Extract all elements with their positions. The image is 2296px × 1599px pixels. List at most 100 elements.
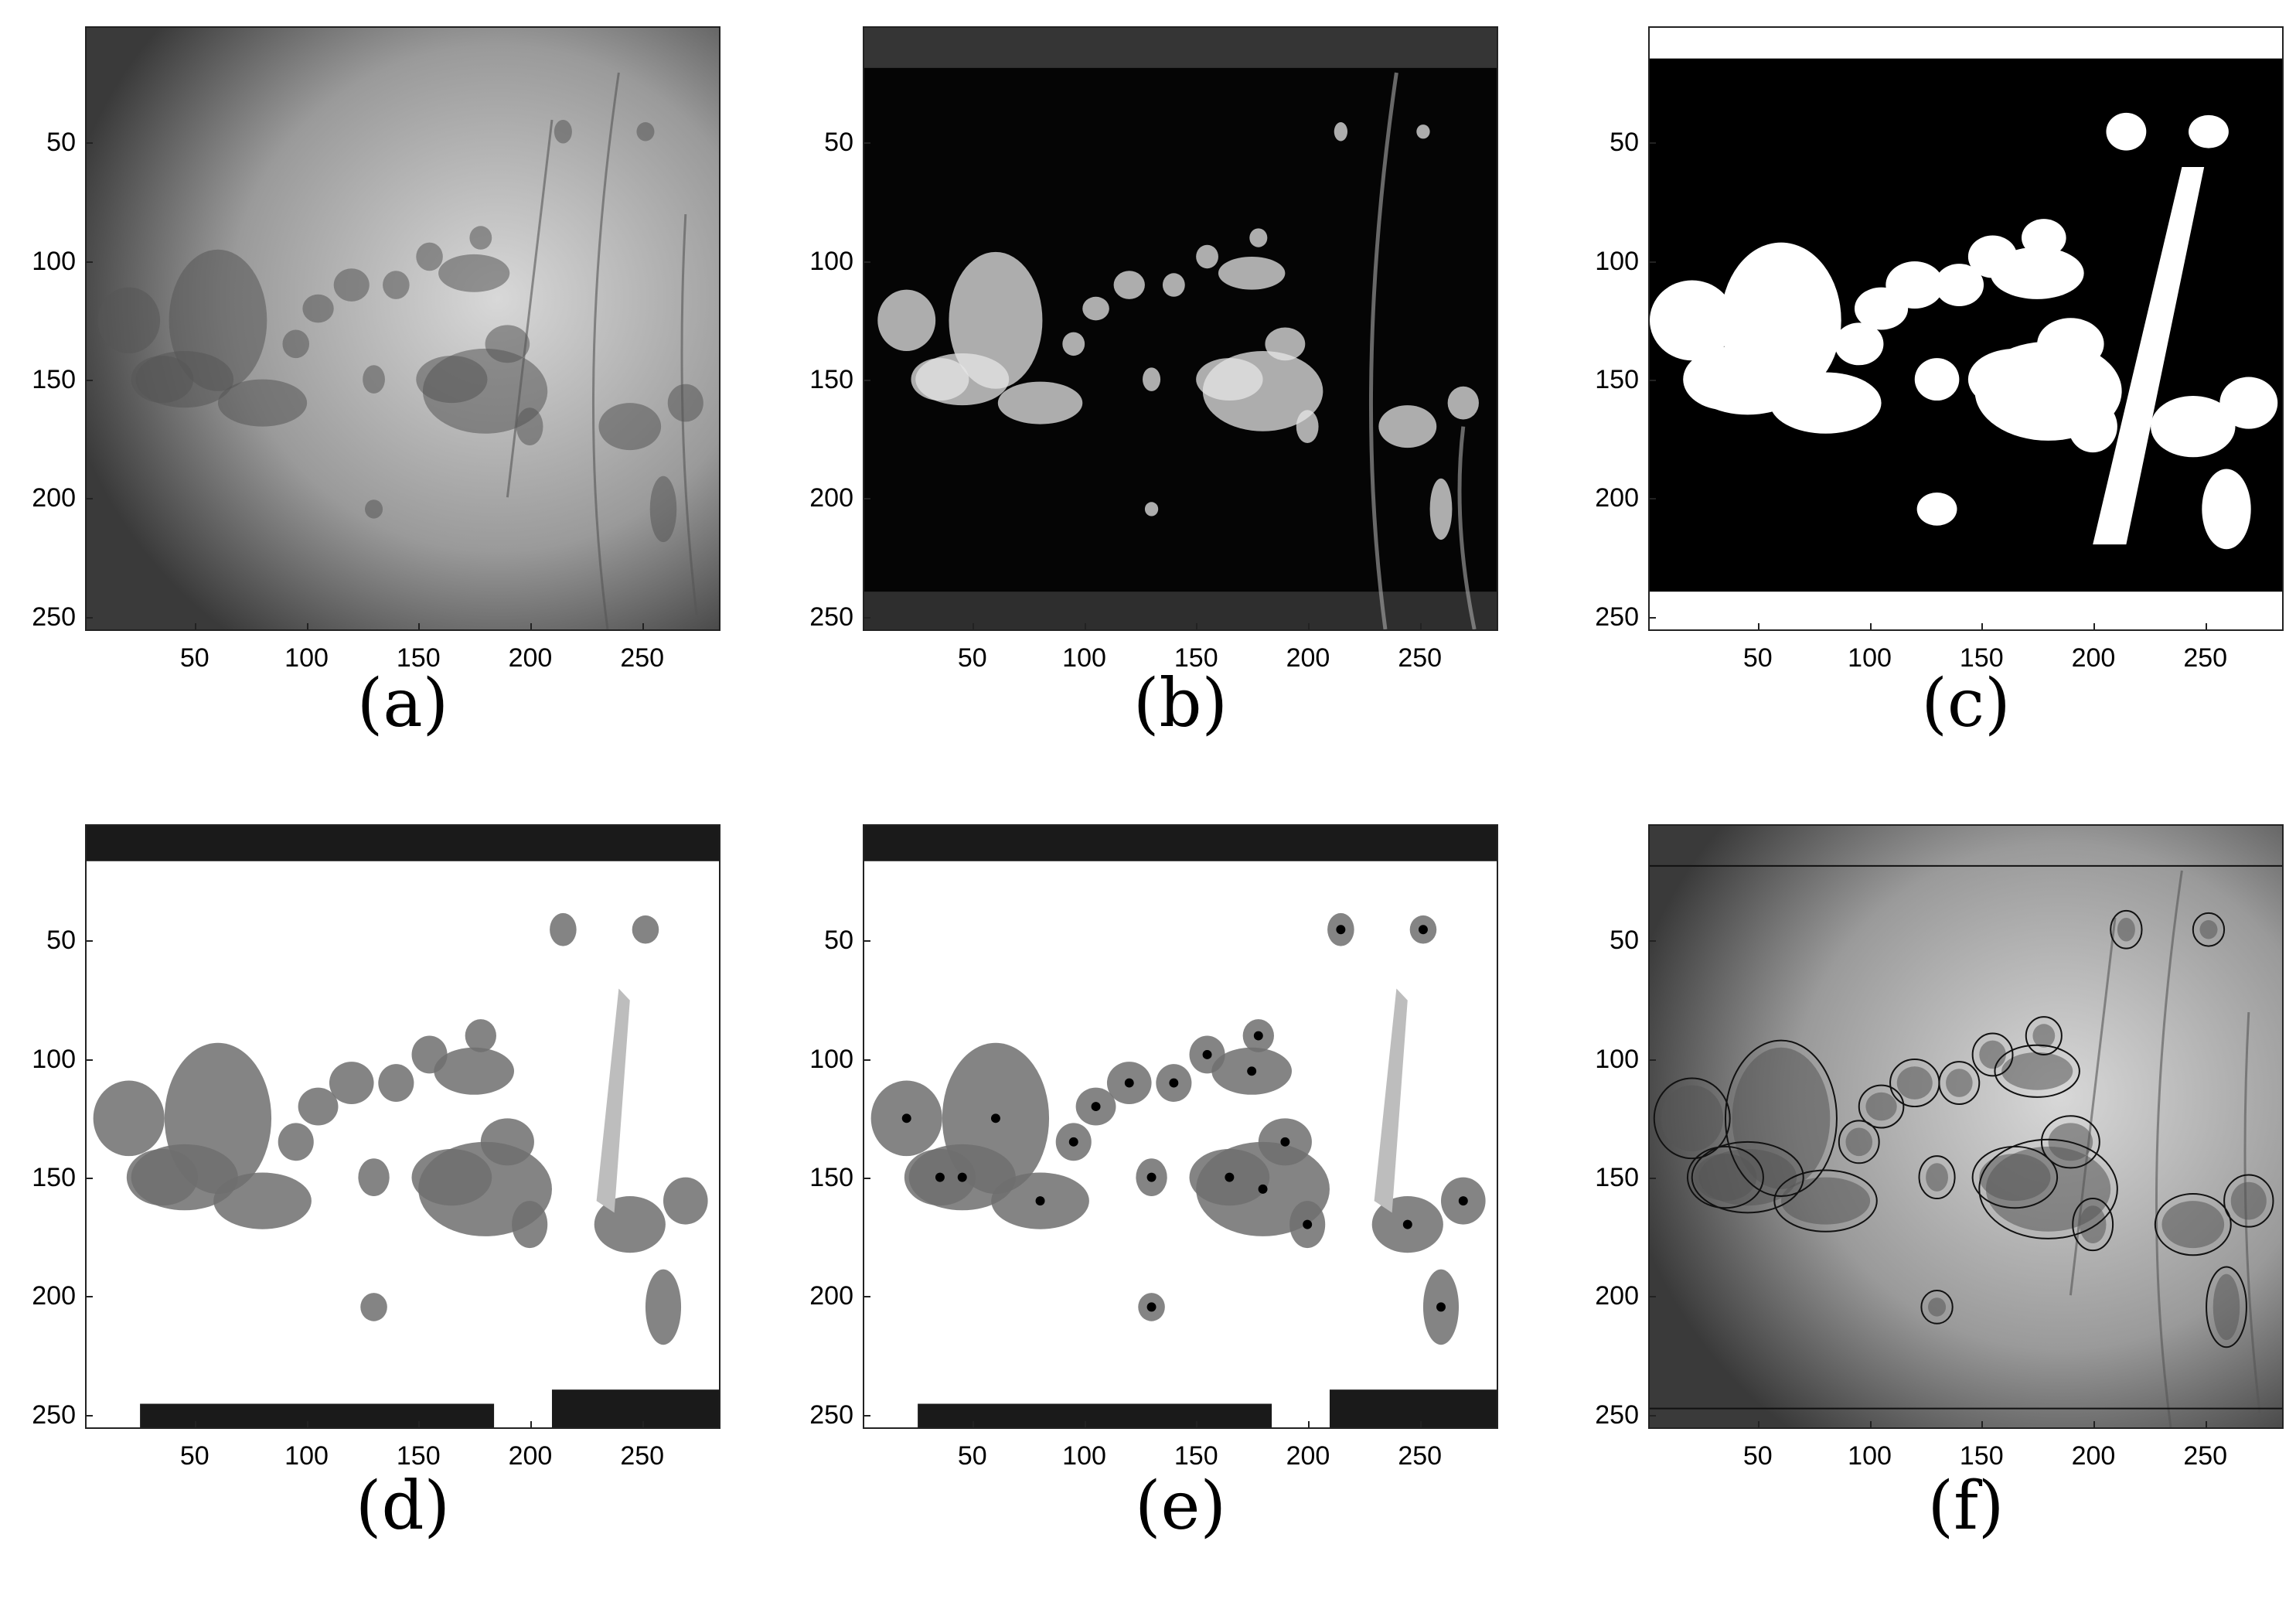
x-tick-label: 150 (396, 1441, 441, 1471)
lesion-spot (1661, 1085, 1724, 1152)
masked-border (1329, 1389, 1497, 1427)
x-tick-mark (972, 1421, 974, 1429)
region-contour (1918, 1155, 1956, 1200)
y-tick-label: 100 (1595, 246, 1639, 276)
masked-border (87, 826, 719, 861)
mask-region (2093, 167, 2205, 545)
candidate-region (278, 1123, 314, 1161)
y-tick-label: 200 (32, 483, 76, 513)
lesion-spot (649, 476, 677, 543)
y-tick-label: 50 (46, 128, 76, 158)
y-tick-mark (863, 616, 870, 619)
candidate-region (512, 1201, 548, 1249)
vessel (2155, 870, 2183, 1427)
vessel (592, 72, 620, 629)
y-tick-mark (85, 940, 93, 943)
lesion-response (877, 289, 936, 351)
x-tick-mark (1869, 1421, 1872, 1429)
x-tick-mark (972, 623, 974, 631)
seed-point (1068, 1137, 1078, 1147)
x-tick-label: 200 (1286, 643, 1330, 673)
lesion-spot (416, 356, 488, 404)
region-contour (1691, 1140, 1804, 1214)
panel-caption-b: (b) (1133, 665, 1228, 742)
vessel-response (1457, 426, 1477, 629)
masked-border (551, 1389, 719, 1427)
mask-region (2151, 395, 2236, 458)
lesion-spot (516, 407, 543, 446)
image-b (864, 28, 1497, 629)
y-tick-label: 150 (32, 1162, 76, 1192)
x-tick-label: 100 (284, 1441, 329, 1471)
candidate-region (411, 1035, 448, 1074)
lesion-response (1249, 228, 1268, 247)
x-tick-mark (1196, 623, 1198, 631)
y-tick-mark (1648, 379, 1656, 381)
y-tick-mark (85, 616, 93, 619)
y-tick-label: 50 (824, 128, 853, 158)
lesion-response (1082, 296, 1109, 321)
y-tick-label: 200 (809, 1281, 853, 1311)
candidate-region (213, 1172, 312, 1229)
y-tick-mark (1648, 1414, 1656, 1417)
candidate-region (465, 1019, 496, 1052)
x-tick-label: 100 (1848, 1441, 1892, 1471)
y-tick-mark (863, 940, 870, 943)
x-tick-label: 50 (957, 643, 987, 673)
image-frame-f (1648, 824, 2284, 1429)
lesion-spot (1694, 1154, 1757, 1202)
lesion-spot (598, 403, 662, 451)
y-tick-mark (85, 498, 93, 500)
mask-region (1916, 493, 1957, 526)
seed-point (1436, 1302, 1446, 1312)
masked-border (918, 1403, 1272, 1427)
x-tick-mark (2093, 1421, 2095, 1429)
y-tick-label: 250 (1595, 1400, 1639, 1430)
region-contour (1858, 1084, 1905, 1129)
region-contour (1938, 1061, 1981, 1106)
x-tick-label: 100 (284, 643, 329, 673)
image-e (864, 826, 1497, 1427)
lesion-spot (1946, 1069, 1973, 1097)
mask-region (1650, 280, 1735, 361)
y-tick-mark (863, 142, 870, 145)
x-tick-label: 150 (1959, 643, 2004, 673)
x-tick-mark (1196, 1421, 1198, 1429)
seed-point (957, 1172, 967, 1182)
vessel-response (1369, 72, 1398, 629)
vessel (680, 213, 698, 615)
y-tick-label: 150 (1595, 1162, 1639, 1192)
lesion-spot (1928, 1297, 1947, 1317)
candidate-region (93, 1080, 165, 1157)
lesion-response (1196, 358, 1263, 401)
panel-caption-a: (a) (356, 665, 449, 742)
y-tick-label: 150 (32, 364, 76, 394)
region-contour (2192, 912, 2226, 947)
region-contour (2206, 1266, 2247, 1348)
image-a (87, 28, 719, 629)
lesion-spot (1926, 1163, 1948, 1192)
candidate-region (550, 912, 577, 946)
y-tick-mark (1648, 261, 1656, 263)
x-tick-mark (1419, 1421, 1422, 1429)
candidate-region (663, 1177, 708, 1225)
y-tick-mark (1648, 1296, 1656, 1298)
x-tick-label: 150 (1174, 643, 1218, 673)
x-tick-mark (1307, 1421, 1310, 1429)
y-tick-label: 200 (1595, 483, 1639, 513)
lesion-response (1162, 273, 1185, 297)
y-tick-label: 50 (1610, 128, 1639, 158)
lesion-spot (469, 226, 492, 250)
lesion-spot (438, 254, 510, 292)
region-contour (1994, 1044, 2080, 1098)
x-tick-label: 200 (508, 1441, 553, 1471)
mask-region (2219, 377, 2278, 429)
lesion-spot (333, 268, 370, 302)
y-tick-mark (85, 142, 93, 145)
x-tick-label: 150 (1959, 1441, 2004, 1471)
lesion-spot (1979, 1154, 2051, 1202)
lesion-spot (302, 294, 334, 323)
region-contour (1978, 1138, 2118, 1239)
lesion-response (1447, 386, 1479, 420)
x-tick-label: 250 (620, 1441, 665, 1471)
